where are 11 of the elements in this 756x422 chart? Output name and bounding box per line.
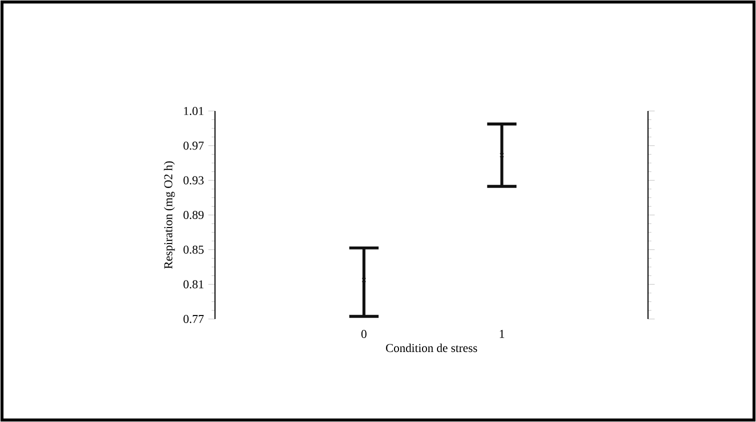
y-tick-label: 1.01 — [184, 106, 204, 116]
x-axis-title: Condition de stress — [386, 344, 478, 352]
y-tick-label: 0.85 — [184, 246, 204, 254]
y-tick-label: 0.77 — [184, 314, 204, 324]
y-tick-label: 0.97 — [184, 142, 204, 150]
y-tick-label: 0.93 — [184, 176, 204, 184]
y-tick-label: 0.81 — [184, 280, 204, 288]
x-tick-label: 0 — [361, 330, 366, 338]
y-tick-label: 0.89 — [184, 210, 204, 220]
x-tick-label: 1 — [500, 330, 504, 338]
y-axis-title: Respiration (mg O2 h) — [164, 161, 175, 269]
